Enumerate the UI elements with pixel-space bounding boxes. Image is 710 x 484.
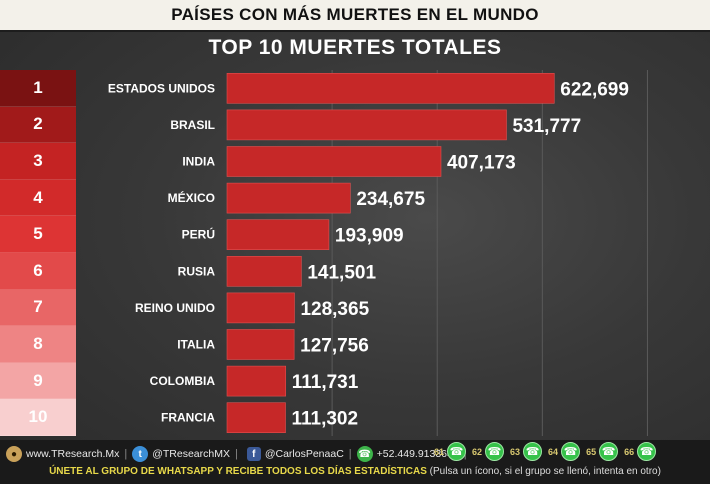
website-link[interactable]: www.TResearch.Mx <box>26 448 120 460</box>
whatsapp-icon[interactable]: ☎ <box>561 442 581 461</box>
phone-icon: ☎ <box>356 446 373 462</box>
twitter-handle[interactable]: @TResearchMX <box>152 448 230 460</box>
value-label: 127,756 <box>300 336 369 357</box>
whatsapp-group-64[interactable]: 64 ☎ <box>548 442 581 461</box>
rank-8: 8 <box>0 326 76 363</box>
whatsapp-groups: 61 ☎ 62 ☎ 63 ☎ 64 ☎ 65 ☎ 66 ☎ <box>434 442 662 461</box>
bar-chart: ESTADOS UNIDOS BRASIL INDIA MÉXICO PERÚ RUSIA… <box>108 70 648 436</box>
category-labels: ESTADOS UNIDOS BRASIL INDIA MÉXICO PERÚ RUSIA… <box>108 81 215 424</box>
whatsapp-group-63[interactable]: 63 ☎ <box>510 442 543 461</box>
category-label: FRANCIA <box>161 411 215 425</box>
value-label: 141,501 <box>307 262 376 283</box>
whatsapp-group-number: 66 <box>624 446 635 457</box>
globe-icon: ● <box>6 446 22 462</box>
join-note: (Pulsa un ícono, si el grupo se llenó, i… <box>429 466 661 477</box>
category-label: PERÚ <box>182 227 215 242</box>
whatsapp-icon[interactable]: ☎ <box>523 442 543 461</box>
category-label: MÉXICO <box>168 190 215 205</box>
value-label: 622,699 <box>560 79 629 100</box>
bar-8 <box>226 329 295 360</box>
category-label: COLOMBIA <box>150 374 216 388</box>
value-label: 128,365 <box>300 299 369 320</box>
footer-cta: ÚNETE AL GRUPO DE WHATSAPP Y RECIBE TODO… <box>0 466 710 477</box>
whatsapp-group-number: 64 <box>548 446 559 457</box>
join-text: ÚNETE AL GRUPO DE WHATSAPP Y RECIBE TODO… <box>49 466 427 477</box>
category-label: INDIA <box>182 155 215 169</box>
bar-10 <box>226 402 286 434</box>
bar-4 <box>226 182 351 214</box>
bar-1 <box>226 73 555 104</box>
value-label: 531,777 <box>512 116 581 137</box>
rank-3: 3 <box>0 143 76 180</box>
rank-7: 7 <box>0 289 76 327</box>
bar-5 <box>226 219 330 250</box>
whatsapp-icon[interactable]: ☎ <box>599 442 619 461</box>
page-title: PAÍSES CON MÁS MUERTES EN EL MUNDO <box>171 5 539 24</box>
rank-5: 5 <box>0 216 76 253</box>
value-label: 234,675 <box>356 189 425 210</box>
bar-7 <box>226 292 295 324</box>
whatsapp-group-number: 63 <box>510 446 521 457</box>
rank-9: 9 <box>0 362 76 400</box>
bar-9 <box>226 365 287 397</box>
value-label: 111,731 <box>292 372 359 393</box>
separator: | <box>124 448 128 460</box>
category-label: RUSIA <box>178 264 216 278</box>
rank-4: 4 <box>0 179 76 217</box>
whatsapp-group-number: 62 <box>472 446 483 457</box>
category-label: BRASIL <box>170 118 215 132</box>
value-labels: 622,699 531,777 407,173 234,675 193,909 141,5… <box>291 79 628 429</box>
rank-column: 1 2 3 4 5 6 7 8 9 10 <box>0 70 76 436</box>
separator: | <box>234 448 238 460</box>
footer: ● www.TResearch.Mx | t @TResearchMX | f … <box>0 440 710 484</box>
bars <box>226 73 555 434</box>
value-label: 111,302 <box>291 409 358 430</box>
category-label: ESTADOS UNIDOS <box>108 81 215 95</box>
rank-1: 1 <box>0 70 76 107</box>
phone-number[interactable]: +52.449.9133645 <box>376 448 459 460</box>
whatsapp-group-61[interactable]: 61 ☎ <box>434 442 467 461</box>
whatsapp-icon[interactable]: ☎ <box>637 442 657 461</box>
whatsapp-group-66[interactable]: 66 ☎ <box>624 442 657 461</box>
whatsapp-group-65[interactable]: 65 ☎ <box>586 442 619 461</box>
whatsapp-group-number: 65 <box>586 446 597 457</box>
separator: | <box>348 448 352 460</box>
whatsapp-group-62[interactable]: 62 ☎ <box>472 442 505 461</box>
page-header: PAÍSES CON MÁS MUERTES EN EL MUNDO <box>0 0 710 32</box>
category-label: ITALIA <box>177 338 215 352</box>
bar-2 <box>226 109 507 141</box>
bar-3 <box>226 146 442 177</box>
facebook-icon: f <box>246 447 261 461</box>
whatsapp-icon[interactable]: ☎ <box>447 442 467 461</box>
value-label: 407,173 <box>447 153 516 174</box>
value-label: 193,909 <box>335 226 404 247</box>
twitter-icon: t <box>132 446 149 462</box>
whatsapp-group-number: 61 <box>434 446 445 457</box>
rank-10: 10 <box>0 399 76 436</box>
whatsapp-icon[interactable]: ☎ <box>485 442 505 461</box>
facebook-handle[interactable]: @CarlosPenaaC <box>264 448 344 460</box>
bar-6 <box>226 255 302 287</box>
chart-title: TOP 10 MUERTES TOTALES <box>208 36 502 59</box>
rank-6: 6 <box>0 252 76 290</box>
category-label: REINO UNIDO <box>135 301 215 315</box>
footer-contacts: ● www.TResearch.Mx | t @TResearchMX | f … <box>6 443 472 465</box>
rank-2: 2 <box>0 106 76 144</box>
